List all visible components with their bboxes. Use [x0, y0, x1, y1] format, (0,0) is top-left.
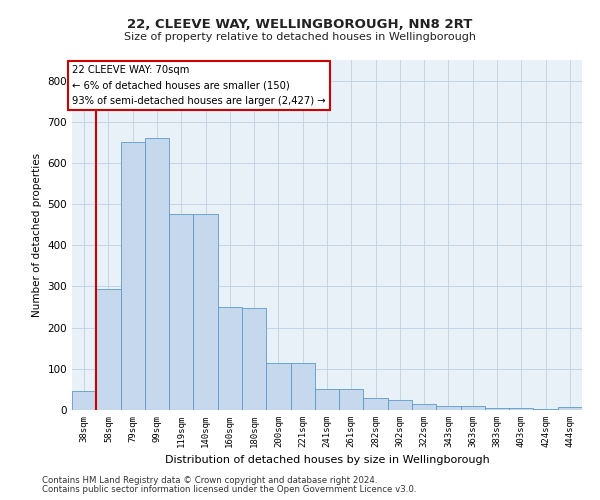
Bar — [339, 388, 364, 410]
Text: 22 CLEEVE WAY: 70sqm
← 6% of detached houses are smaller (150)
93% of semi-detac: 22 CLEEVE WAY: 70sqm ← 6% of detached ho… — [72, 66, 326, 106]
Bar — [509, 408, 533, 410]
Bar — [121, 142, 145, 410]
Bar — [96, 288, 121, 410]
Text: Contains HM Land Registry data © Crown copyright and database right 2024.: Contains HM Land Registry data © Crown c… — [42, 476, 377, 485]
Bar — [485, 408, 509, 410]
Bar — [436, 406, 461, 410]
Bar — [72, 390, 96, 410]
Bar — [218, 307, 242, 410]
Bar — [169, 214, 193, 410]
Bar — [290, 362, 315, 410]
Bar — [266, 362, 290, 410]
Bar — [558, 406, 582, 410]
Bar — [412, 404, 436, 410]
Bar — [145, 138, 169, 410]
Y-axis label: Number of detached properties: Number of detached properties — [32, 153, 42, 317]
Bar — [461, 406, 485, 410]
Text: Contains public sector information licensed under the Open Government Licence v3: Contains public sector information licen… — [42, 485, 416, 494]
Bar — [315, 388, 339, 410]
Bar — [533, 409, 558, 410]
Bar — [388, 400, 412, 410]
Bar — [193, 214, 218, 410]
Bar — [364, 398, 388, 410]
X-axis label: Distribution of detached houses by size in Wellingborough: Distribution of detached houses by size … — [164, 456, 490, 466]
Text: 22, CLEEVE WAY, WELLINGBOROUGH, NN8 2RT: 22, CLEEVE WAY, WELLINGBOROUGH, NN8 2RT — [127, 18, 473, 30]
Bar — [242, 308, 266, 410]
Text: Size of property relative to detached houses in Wellingborough: Size of property relative to detached ho… — [124, 32, 476, 42]
